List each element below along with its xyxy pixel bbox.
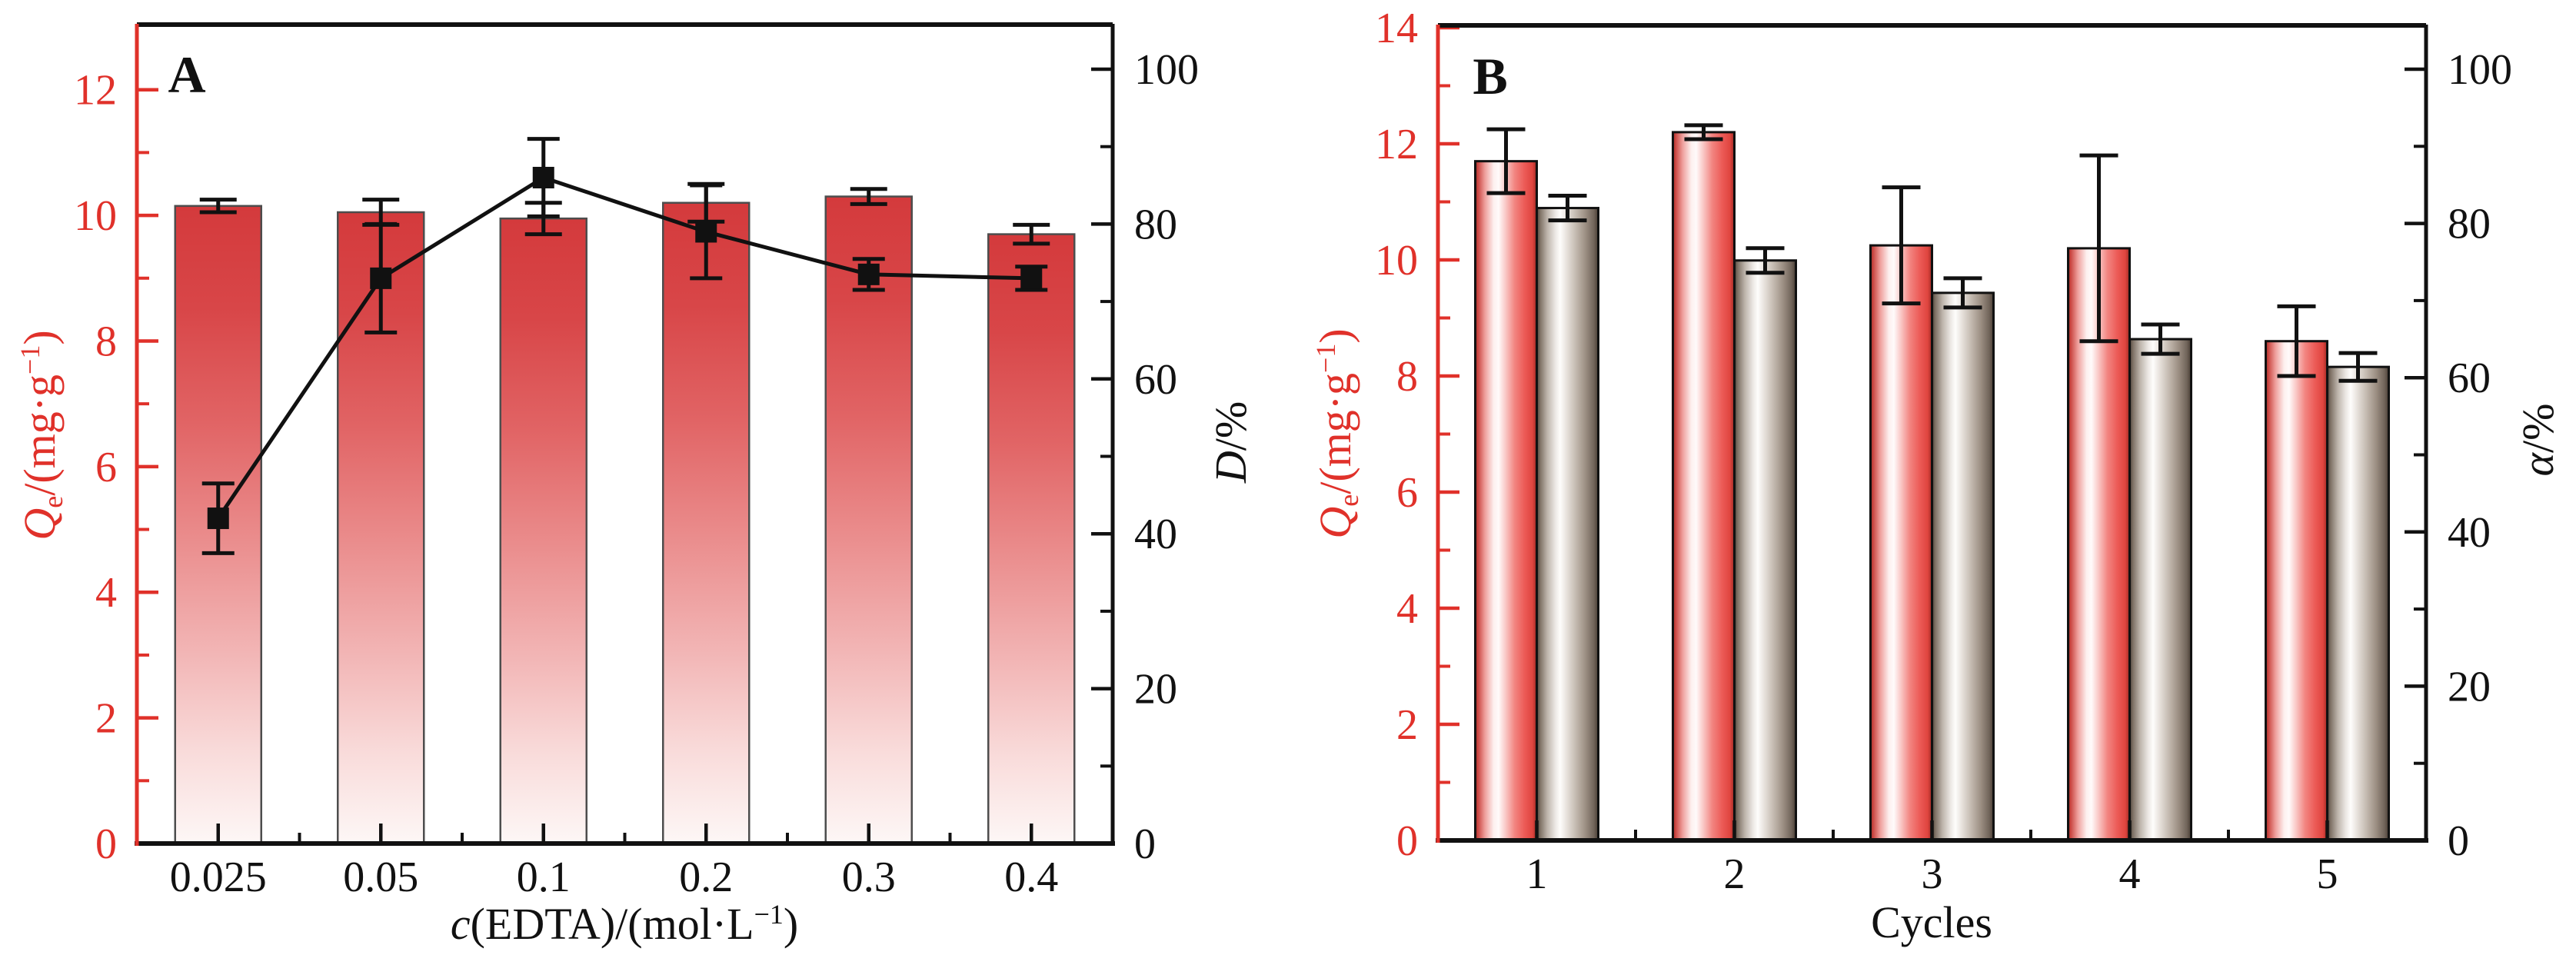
label-part: −1 bbox=[15, 344, 46, 374]
left-axis-tick-label: 0 bbox=[1396, 817, 1418, 865]
label-part: Cycles bbox=[1871, 897, 1992, 947]
right-axis-tick-label: 20 bbox=[1134, 666, 1177, 714]
left-axis-tick-label: 4 bbox=[1396, 585, 1418, 633]
panel-b-letter: B bbox=[1473, 47, 1508, 105]
panel-a-letter: A bbox=[168, 45, 206, 104]
x-axis-tick-label: 0.4 bbox=[1004, 854, 1058, 901]
x-axis-tick-label: 0.2 bbox=[679, 854, 733, 901]
x-axis-tick-label: 0.1 bbox=[517, 854, 571, 901]
left-axis-tick-label: 0 bbox=[95, 820, 117, 868]
label-part: /% bbox=[1206, 401, 1256, 451]
left-axis-tick-label: 6 bbox=[95, 444, 117, 491]
right-axis-tick-label: 60 bbox=[2448, 354, 2491, 402]
right-axis-tick-label: 80 bbox=[1134, 201, 1177, 248]
bar-qe bbox=[662, 201, 751, 845]
label-part: /% bbox=[2513, 403, 2563, 453]
label-part: ) bbox=[783, 899, 799, 949]
line-marker-square bbox=[207, 507, 229, 530]
line-marker-square bbox=[695, 221, 717, 243]
bar-alpha-gray bbox=[2326, 365, 2390, 842]
right-axis-tick-label: 0 bbox=[1134, 820, 1156, 868]
bar-qe bbox=[499, 217, 587, 845]
right-axis-tick-label: 100 bbox=[1134, 46, 1199, 94]
left-axis-tick-label: 4 bbox=[95, 569, 117, 617]
x-axis-tick-label: 4 bbox=[2119, 850, 2141, 898]
bar-qe-red bbox=[1474, 160, 1538, 842]
bar-alpha-gray bbox=[2128, 338, 2192, 842]
x-axis-tick-label: 0.3 bbox=[842, 854, 896, 901]
x-axis-tick-label: 0.025 bbox=[170, 854, 267, 901]
label-part: α bbox=[2513, 452, 2563, 477]
label-part: /(mg·g bbox=[15, 374, 65, 496]
label-part: Q bbox=[15, 507, 65, 541]
label-part: e bbox=[38, 495, 69, 508]
label-part: −1 bbox=[754, 899, 784, 930]
label-part: Q bbox=[1310, 506, 1360, 539]
bar-qe-red bbox=[1869, 244, 1933, 842]
label-part: −1 bbox=[1310, 343, 1342, 373]
x-axis-tick-label: 3 bbox=[1922, 850, 1943, 898]
bar-alpha-gray bbox=[1733, 259, 1797, 842]
panel-a-x-axis-title: c(EDTA)/(mol·L−1) bbox=[450, 899, 799, 949]
bar-qe bbox=[987, 233, 1076, 845]
left-axis-tick-label: 12 bbox=[74, 67, 117, 115]
label-part: ) bbox=[1310, 328, 1360, 344]
bar-alpha-gray bbox=[1536, 207, 1599, 842]
panel-a: 0 2 4 6 8 10 12 0 20 40 60 80 100 0.025 0.05 0.1 0.2 0.3 0… bbox=[74, 22, 1199, 901]
right-axis-tick-label: 0 bbox=[2448, 817, 2469, 865]
bar-alpha-gray bbox=[1931, 291, 1995, 842]
x-axis-tick-label: 0.05 bbox=[343, 854, 418, 901]
label-part: /(mg·g bbox=[1310, 372, 1360, 494]
left-axis-tick-label: 8 bbox=[1396, 353, 1418, 401]
right-axis-tick-label: 100 bbox=[2448, 46, 2512, 94]
left-axis-tick-label: 14 bbox=[1375, 5, 1418, 52]
left-axis-tick-label: 10 bbox=[74, 192, 117, 240]
right-axis-tick-label: 40 bbox=[2448, 509, 2491, 557]
panel-a-right-axis-title: D/% bbox=[1206, 401, 1256, 484]
line-marker-square bbox=[370, 267, 392, 289]
left-axis-tick-label: 2 bbox=[1396, 701, 1418, 749]
bar-qe-red bbox=[2265, 340, 2328, 842]
panel-b-x-axis-title: Cycles bbox=[1871, 900, 1992, 945]
label-part: c bbox=[450, 899, 471, 949]
right-axis-tick-label: 40 bbox=[1134, 511, 1177, 558]
right-axis-tick-label: 20 bbox=[2448, 663, 2491, 710]
x-axis-tick-label: 5 bbox=[2317, 850, 2338, 898]
left-axis-tick-label: 2 bbox=[95, 695, 117, 743]
label-part: ) bbox=[15, 330, 65, 345]
label-part: e bbox=[1333, 494, 1365, 507]
panel-b-left-axis-title: Qe/(mg·g−1) bbox=[1310, 328, 1364, 539]
right-axis-tick-label: 80 bbox=[2448, 201, 2491, 248]
line-marker-square bbox=[532, 166, 554, 188]
line-marker-square bbox=[1020, 267, 1043, 289]
label-part: D bbox=[1206, 451, 1256, 484]
bar-qe bbox=[824, 195, 913, 845]
left-axis-tick-label: 6 bbox=[1396, 469, 1418, 517]
panel-a-left-axis-title: Qe/(mg·g−1) bbox=[15, 330, 68, 541]
right-axis-tick-label: 60 bbox=[1134, 356, 1177, 404]
left-axis-tick-label: 8 bbox=[95, 318, 117, 365]
bar-qe-red bbox=[2067, 247, 2131, 842]
line-marker-square bbox=[857, 263, 880, 285]
panel-b-right-axis-title: α/% bbox=[2513, 403, 2563, 477]
label-part: (EDTA)/(mol·L bbox=[470, 899, 754, 949]
x-axis-tick-label: 1 bbox=[1526, 850, 1548, 898]
left-axis-tick-label: 12 bbox=[1375, 121, 1418, 168]
line-series-d bbox=[216, 175, 1032, 520]
x-axis-tick-label: 2 bbox=[1724, 850, 1746, 898]
bar-qe-red bbox=[1672, 131, 1736, 842]
left-axis-tick-label: 10 bbox=[1375, 237, 1418, 285]
